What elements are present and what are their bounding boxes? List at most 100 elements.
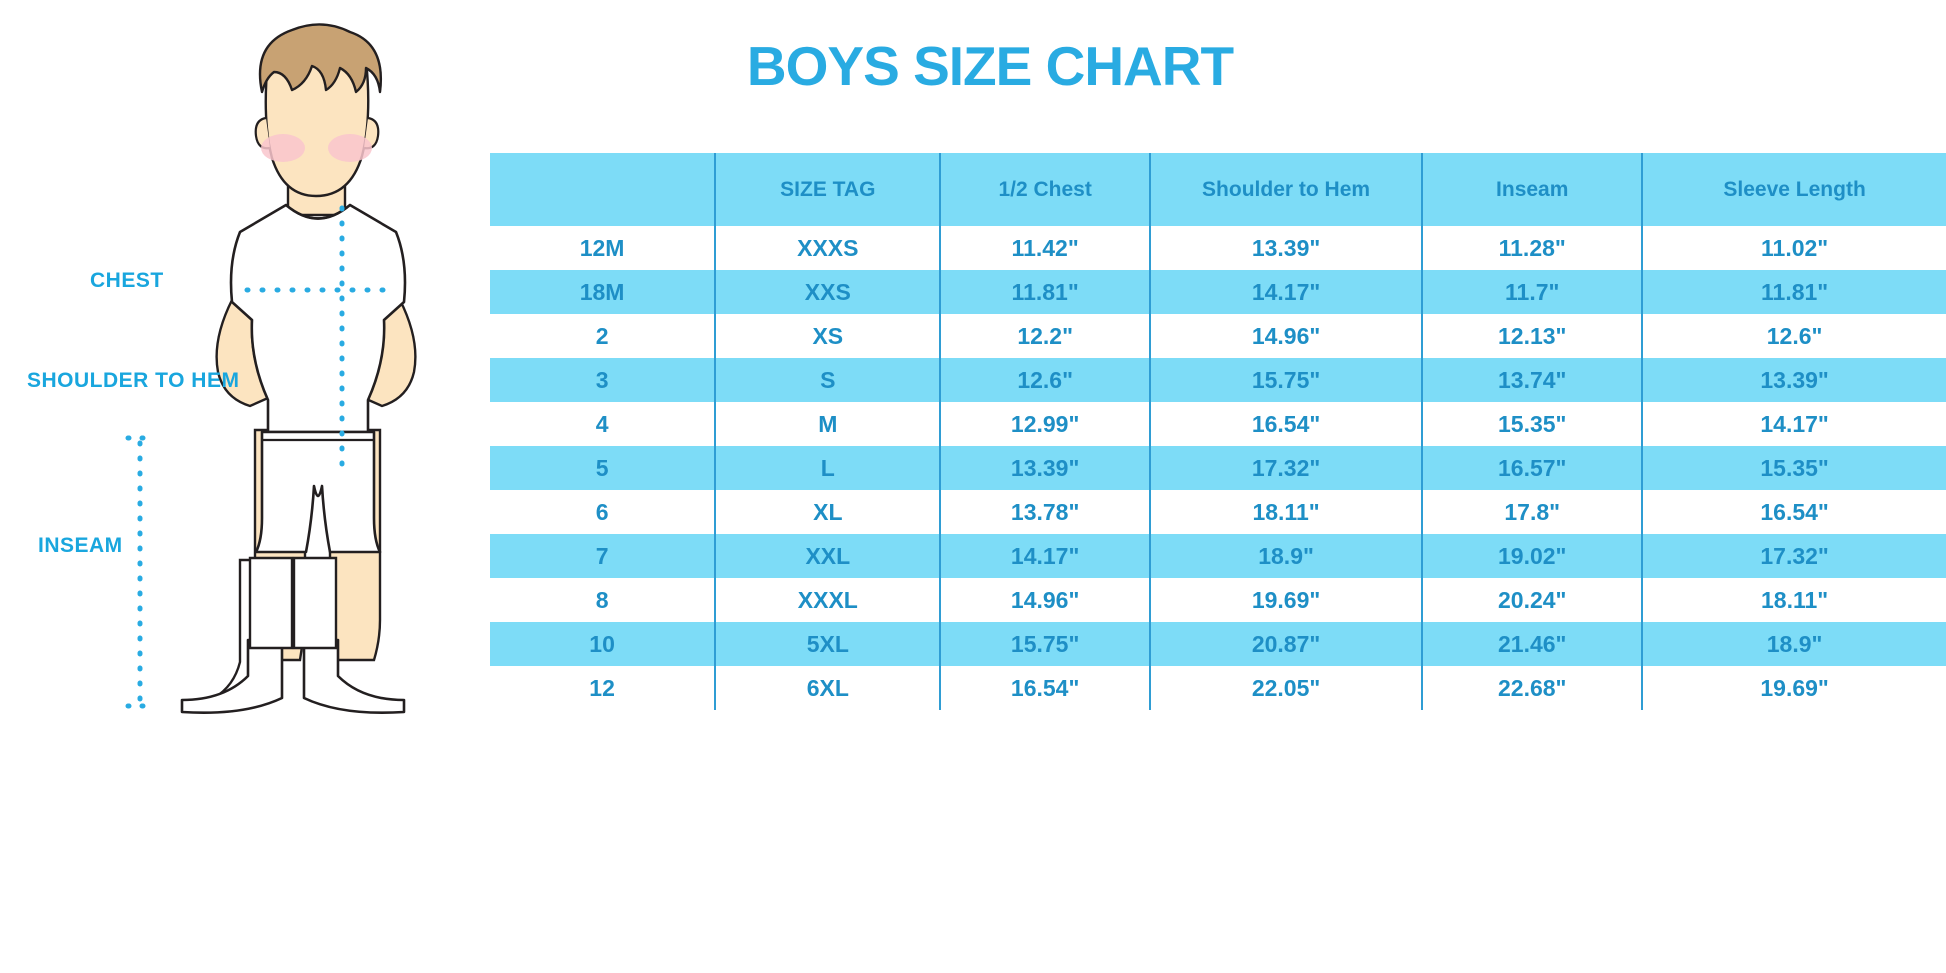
- cell-value: XL: [714, 490, 941, 534]
- measure-guides: [137, 205, 393, 705]
- cell-value: S: [714, 358, 941, 402]
- cell-value: 14.96": [1148, 314, 1423, 358]
- cell-value: M: [714, 402, 941, 446]
- table-row: 7 XXL 14.17" 18.9" 19.02" 17.32": [490, 534, 1946, 578]
- cell-value: 14.17": [1641, 402, 1946, 446]
- cell-value: 12.6": [939, 358, 1150, 402]
- cell-value: 19.69": [1641, 666, 1946, 710]
- table-header: SIZE TAG 1/2 Chest Shoulder to Hem Inseam Sl…: [490, 153, 1946, 226]
- cell-value: 11.02": [1641, 226, 1946, 270]
- cell-size: 7: [490, 534, 716, 578]
- cell-value: 12.13": [1421, 314, 1643, 358]
- cell-size: 8: [490, 578, 716, 622]
- cell-value: 13.74": [1421, 358, 1643, 402]
- column-header-3: Shoulder to Hem: [1148, 153, 1423, 226]
- cell-value: 20.24": [1421, 578, 1643, 622]
- cell-size: 18M: [490, 270, 716, 314]
- cell-value: 19.02": [1421, 534, 1643, 578]
- cell-value: 6XL: [714, 666, 941, 710]
- shoulder-to-hem-label: SHOULDER TO HEM: [27, 369, 240, 392]
- cell-value: 22.05": [1148, 666, 1423, 710]
- table-row: 3 S 12.6" 15.75" 13.74" 13.39": [490, 358, 1946, 402]
- inseam-label: INSEAM: [38, 534, 123, 557]
- cell-size: 6: [490, 490, 716, 534]
- cheek-left: [261, 134, 305, 162]
- cell-value: 13.39": [939, 446, 1150, 490]
- cell-value: XXS: [714, 270, 941, 314]
- cell-value: 22.68": [1421, 666, 1643, 710]
- column-header-size: [490, 153, 716, 226]
- cell-value: 14.96": [939, 578, 1150, 622]
- cell-value: 18.9": [1641, 622, 1946, 666]
- cell-value: 15.35": [1421, 402, 1643, 446]
- cell-value: 11.81": [1641, 270, 1946, 314]
- cell-value: 17.32": [1641, 534, 1946, 578]
- cell-value: 13.78": [939, 490, 1150, 534]
- table-row: 12M XXXS 11.42" 13.39" 11.28" 11.02": [490, 226, 1946, 270]
- cell-value: 17.8": [1421, 490, 1643, 534]
- cell-value: 12.99": [939, 402, 1150, 446]
- table-body: 12M XXXS 11.42" 13.39" 11.28" 11.02" 18M XXS 11.…: [490, 226, 1946, 710]
- cell-size: 3: [490, 358, 716, 402]
- page-title: BOYS SIZE CHART: [746, 35, 1234, 97]
- column-header-4: Inseam: [1421, 153, 1643, 226]
- table-row: 8 XXXL 14.96" 19.69" 20.24" 18.11": [490, 578, 1946, 622]
- cell-value: 11.42": [939, 226, 1150, 270]
- cell-size: 10: [490, 622, 716, 666]
- cell-value: 16.54": [1641, 490, 1946, 534]
- table-row: 18M XXS 11.81" 14.17" 11.7" 11.81": [490, 270, 1946, 314]
- cell-value: 11.28": [1421, 226, 1643, 270]
- shoe-right: [302, 638, 406, 715]
- column-header-5: Sleeve Length: [1641, 153, 1946, 226]
- cell-value: 15.75": [939, 622, 1150, 666]
- table-row: 2 XS 12.2" 14.96" 12.13" 12.6": [490, 314, 1946, 358]
- cell-value: XS: [714, 314, 941, 358]
- cell-value: 20.87": [1148, 622, 1423, 666]
- cell-value: 5XL: [714, 622, 941, 666]
- cell-size: 12M: [490, 226, 716, 270]
- cell-value: 16.57": [1421, 446, 1643, 490]
- cell-value: 18.11": [1641, 578, 1946, 622]
- cell-value: 13.39": [1641, 358, 1946, 402]
- boy-figure-illustration: [0, 0, 480, 973]
- header-row: SIZE TAG 1/2 Chest Shoulder to Hem Inseam Sl…: [490, 153, 1946, 226]
- table-row: 6 XL 13.78" 18.11" 17.8" 16.54": [490, 490, 1946, 534]
- table-row: 5 L 13.39" 17.32" 16.57" 15.35": [490, 446, 1946, 490]
- size-chart-table: SIZE TAG 1/2 Chest Shoulder to Hem Inseam Sl…: [490, 153, 1946, 710]
- cell-value: 12.2": [939, 314, 1150, 358]
- shorts: [254, 430, 382, 554]
- cell-value: 11.7": [1421, 270, 1643, 314]
- cell-value: 15.35": [1641, 446, 1946, 490]
- cell-value: 14.17": [1148, 270, 1423, 314]
- cell-size: 4: [490, 402, 716, 446]
- hair: [258, 23, 383, 94]
- cell-value: 13.39": [1148, 226, 1423, 270]
- cell-value: 16.54": [939, 666, 1150, 710]
- cell-value: 14.17": [939, 534, 1150, 578]
- cell-value: 18.9": [1148, 534, 1423, 578]
- cell-value: L: [714, 446, 941, 490]
- cell-value: 17.32": [1148, 446, 1423, 490]
- cell-size: 2: [490, 314, 716, 358]
- table-row: 10 5XL 15.75" 20.87" 21.46" 18.9": [490, 622, 1946, 666]
- table-row: 4 M 12.99" 16.54" 15.35" 14.17": [490, 402, 1946, 446]
- chest-label: CHEST: [90, 269, 164, 292]
- table-row: 12 6XL 16.54" 22.05" 22.68" 19.69": [490, 666, 1946, 710]
- column-header-2: 1/2 Chest: [939, 153, 1150, 226]
- cell-value: XXXL: [714, 578, 941, 622]
- cell-size: 5: [490, 446, 716, 490]
- cell-value: 12.6": [1641, 314, 1946, 358]
- cell-value: 16.54": [1148, 402, 1423, 446]
- cell-value: 18.11": [1148, 490, 1423, 534]
- cell-size: 12: [490, 666, 716, 710]
- cell-value: XXXS: [714, 226, 941, 270]
- cell-value: 11.81": [939, 270, 1150, 314]
- cell-value: 19.69": [1148, 578, 1423, 622]
- cheek-right: [328, 134, 372, 162]
- cell-value: XXL: [714, 534, 941, 578]
- cell-value: 15.75": [1148, 358, 1423, 402]
- shoe-left: [180, 638, 284, 715]
- column-header-1: SIZE TAG: [714, 153, 941, 226]
- cell-value: 21.46": [1421, 622, 1643, 666]
